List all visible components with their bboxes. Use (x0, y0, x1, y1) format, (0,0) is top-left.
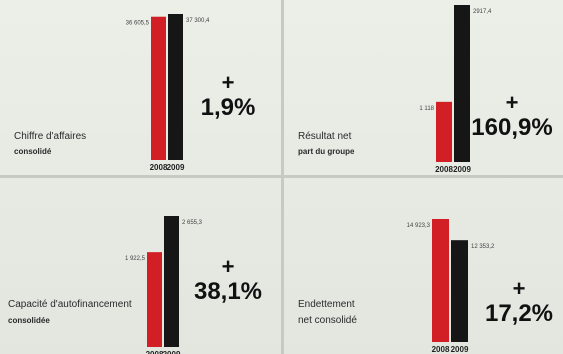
tick-label-2008: 2008 (150, 163, 168, 172)
tick-label-2009: 2009 (453, 165, 471, 174)
panel-chiffre-affaires: 36 605,5 2008 37 300,4 2009 Chiffre d'affai… (0, 0, 281, 175)
value-label-2009: 2917,4 (473, 9, 492, 15)
value-label-2008: 14 923,3 (407, 223, 431, 229)
value-label-2009: 12 353,2 (471, 244, 495, 250)
change-percentage: 17,2% (484, 300, 554, 327)
change-percentage: 1,9% (200, 94, 256, 121)
change-sign: + (505, 90, 519, 115)
bar-chart-chiffre-affaires: 36 605,5 2008 37 300,4 2009 (126, 14, 210, 172)
bar-chart-capacite-autofinancement: 1 922,5 2008 2 655,3 2009 (125, 216, 203, 354)
tick-label-2009: 2009 (167, 163, 185, 172)
change-percentage: 160,9% (471, 114, 553, 141)
panel-capacite-autofinancement: 1 922,5 2008 2 655,3 2009 Capacité d'autofi… (0, 178, 281, 354)
change-block: + 1,9% (180, 72, 276, 122)
tick-label-2008: 2008 (146, 350, 164, 354)
metric-sublabel: consolidée (8, 316, 50, 325)
bar-chart-endettement: 14 923,3 2008 12 353,2 2009 (407, 219, 495, 354)
metric-sublabel: part du groupe (298, 147, 355, 156)
tick-label-2009: 2009 (163, 350, 181, 354)
change-sign: + (221, 70, 235, 95)
change-sign: + (221, 254, 235, 279)
bar-2009 (451, 240, 468, 342)
vertical-divider (281, 0, 284, 354)
value-label-2008: 36 605,5 (126, 21, 150, 27)
value-label-2008: 1 118 (419, 106, 434, 112)
metric-label: Endettement (298, 299, 355, 310)
panel-resultat-net: 1 118 2008 2917,4 2009 Résultat net part du… (284, 0, 563, 175)
metric-label: Chiffre d'affaires (14, 131, 87, 142)
tick-label-2008: 2008 (432, 345, 450, 354)
value-label-2009: 37 300,4 (186, 18, 210, 24)
bar-chart-resultat-net: 1 118 2008 2917,4 2009 (419, 5, 492, 174)
bar-2008 (151, 16, 166, 160)
change-sign: + (512, 276, 526, 301)
metric-label: Capacité d'autofinancement (8, 299, 132, 310)
bar-2009 (168, 14, 183, 160)
tick-label-2009: 2009 (451, 345, 469, 354)
change-percentage: 38,1% (193, 278, 263, 305)
panel-endettement: 14 923,3 2008 12 353,2 2009 Endettement net… (284, 178, 563, 354)
tick-label-2008: 2008 (435, 165, 453, 174)
metric-sublabel: consolidé (14, 147, 52, 156)
value-label-2008: 1 922,5 (125, 256, 146, 262)
bar-2008 (436, 101, 452, 162)
bar-2009 (164, 216, 179, 347)
bar-2008 (147, 252, 162, 347)
metric-label: Résultat net (298, 131, 352, 142)
change-block: + 17,2% (479, 278, 559, 328)
change-block: + 160,9% (466, 92, 558, 142)
bar-2009 (454, 5, 470, 162)
bar-2008 (432, 219, 449, 342)
metric-sublabel: net consolidé (298, 315, 357, 326)
value-label-2009: 2 655,3 (182, 220, 203, 226)
change-block: + 38,1% (180, 256, 276, 306)
